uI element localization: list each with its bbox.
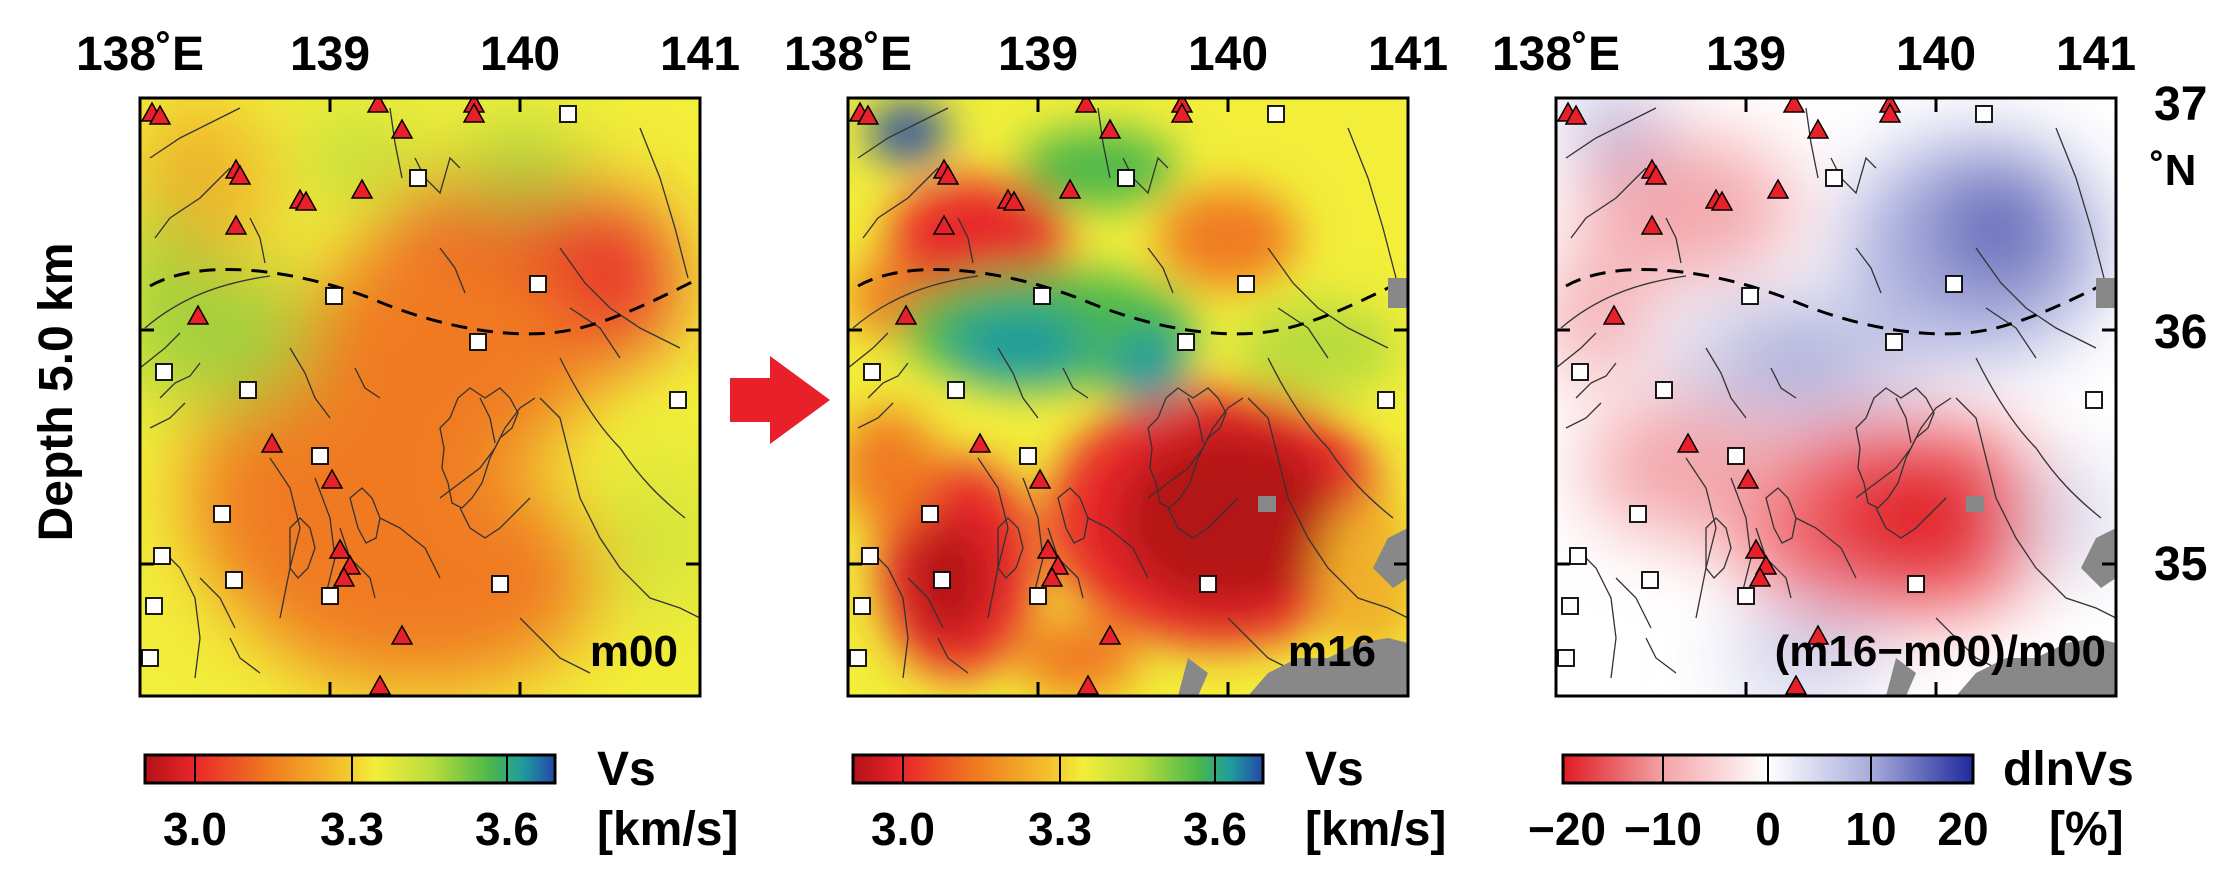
colorbar-tick: 0	[1755, 803, 1781, 855]
panel-m16: 138˚E 139 140 141	[784, 28, 1448, 698]
colorbar-ratio: −20 −10 0 10 20 dlnVs [%]	[1528, 743, 2134, 856]
lon-tick-140: 140	[1188, 28, 1268, 81]
colorbar-tick: 3.0	[871, 803, 935, 855]
colorbar-title: Vs	[1305, 743, 1364, 796]
frame-ticks	[1556, 98, 2116, 696]
lat-unit-n: ˚N	[2150, 146, 2196, 195]
topo-tick-labels: 138˚E 139 140 141	[784, 28, 1448, 81]
depth-label: Depth 5.0 km	[30, 243, 83, 542]
frame-ticks	[140, 98, 700, 696]
colorbar-title: Vs	[597, 743, 656, 796]
colorbar-tick: −20	[1528, 803, 1606, 855]
topo-tick-labels: 138˚E 139 140 141	[76, 28, 740, 81]
lon-tick-139: 139	[1706, 28, 1786, 81]
panel-frame	[1554, 96, 2118, 698]
arrow-icon	[730, 356, 830, 444]
frame-ticks	[848, 98, 1408, 696]
colorbar-title: dlnVs	[2003, 743, 2134, 796]
lon-tick-138: 138˚E	[784, 28, 912, 81]
colorbar-tick: 20	[1937, 803, 1988, 855]
colorbar-unit: [km/s]	[597, 803, 738, 856]
panel-frame	[138, 96, 702, 698]
lon-tick-141: 141	[2056, 28, 2136, 81]
lat-tick-37: 37	[2154, 78, 2207, 131]
lon-tick-138: 138˚E	[76, 28, 204, 81]
panel-label-ratio: (m16−m00)/m00	[1775, 627, 2106, 676]
colorbar-tick: 3.3	[320, 803, 384, 855]
panel-label-m00: m00	[590, 627, 678, 676]
colorbar-tick: 10	[1845, 803, 1896, 855]
lon-tick-139: 139	[290, 28, 370, 81]
lon-tick-138: 138˚E	[1492, 28, 1620, 81]
colorbar-tick: 3.6	[475, 803, 539, 855]
lon-tick-141: 141	[660, 28, 740, 81]
lon-tick-139: 139	[998, 28, 1078, 81]
panel-ratio: 138˚E 139 140 141	[1492, 28, 2136, 698]
panel-label-m16: m16	[1288, 627, 1376, 676]
velocity-change-field	[1556, 98, 2116, 696]
velocity-field-m16	[848, 98, 1408, 696]
colorbar-unit: [km/s]	[1305, 803, 1446, 856]
colorbar-m16: 3.0 3.3 3.6 Vs [km/s]	[851, 743, 1446, 856]
colorbar-tick: 3.0	[163, 803, 227, 855]
colorbar-tick: −10	[1624, 803, 1702, 855]
velocity-field-m00	[140, 98, 700, 696]
colorbar-unit: [%]	[2049, 803, 2124, 856]
lon-tick-140: 140	[480, 28, 560, 81]
lon-tick-140: 140	[1896, 28, 1976, 81]
panel-frame	[846, 96, 1410, 698]
lat-tick-labels: 37 ˚N 36 35	[2150, 78, 2207, 591]
lat-tick-35: 35	[2154, 538, 2207, 591]
lat-tick-36: 36	[2154, 306, 2207, 359]
colorbar-tick: 3.3	[1028, 803, 1092, 855]
topo-tick-labels: 138˚E 139 140 141	[1492, 28, 2136, 81]
colorbar-tick: 3.6	[1183, 803, 1247, 855]
panel-m00: 138˚E 139 140 141	[76, 28, 740, 698]
lon-tick-141: 141	[1368, 28, 1448, 81]
colorbar-m00: 3.0 3.3 3.6 Vs [km/s]	[143, 743, 738, 856]
